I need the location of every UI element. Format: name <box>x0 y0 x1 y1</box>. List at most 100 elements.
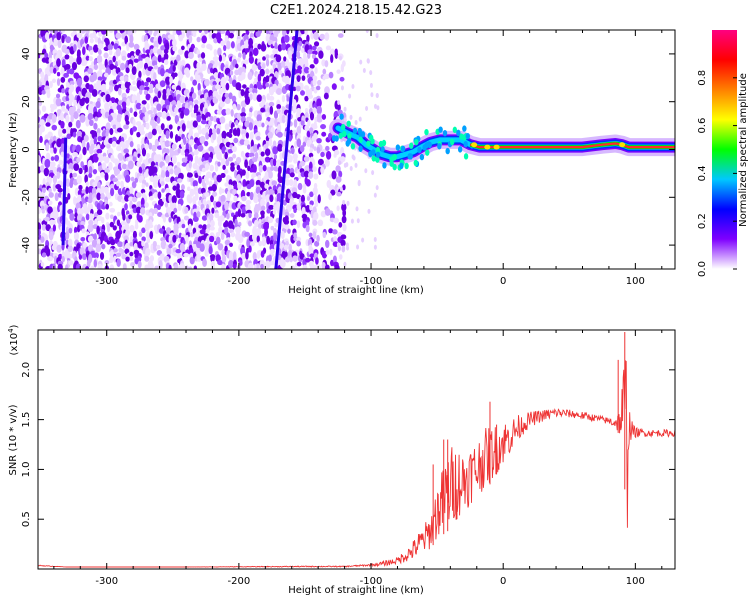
noise-cell <box>53 67 57 74</box>
noise-cell <box>251 157 258 163</box>
noise-cell <box>354 162 358 168</box>
noise-cell <box>265 68 270 75</box>
noise-cell <box>160 181 165 186</box>
noise-cell <box>112 124 117 130</box>
noise-cell <box>296 240 301 247</box>
noise-cell <box>316 105 322 115</box>
noise-cell <box>336 69 341 74</box>
noise-cell <box>148 223 154 229</box>
noise-cell <box>140 53 147 59</box>
noise-cell <box>67 253 74 259</box>
noise-cell <box>216 128 221 135</box>
noise-cell <box>102 152 107 158</box>
noise-cell <box>160 45 166 51</box>
noise-cell <box>129 224 135 233</box>
noise-cell <box>153 179 159 189</box>
noise-cell <box>162 92 167 102</box>
noise-cell <box>97 135 103 142</box>
noise-cell <box>115 48 121 57</box>
noise-cell <box>144 114 149 123</box>
noise-cell <box>296 138 302 148</box>
noise-cell <box>57 263 63 269</box>
noise-cell <box>220 188 226 194</box>
noise-cell <box>174 114 179 124</box>
noise-cell <box>349 114 353 120</box>
noise-cell <box>116 258 121 267</box>
noise-cell <box>93 83 97 91</box>
noise-cell <box>140 124 145 133</box>
noise-cell <box>208 235 215 243</box>
noise-cell <box>81 253 87 261</box>
noise-cell <box>76 108 81 114</box>
noise-cell <box>321 262 326 269</box>
noise-cell <box>181 162 188 167</box>
noise-cell <box>317 79 322 86</box>
noise-cell <box>83 134 89 142</box>
noise-cell <box>221 95 226 102</box>
noise-cell <box>265 120 269 125</box>
noise-cell <box>212 191 218 197</box>
carrier-peak <box>471 142 478 148</box>
noise-cell <box>229 30 235 34</box>
noise-cell <box>79 114 86 123</box>
noise-cell <box>81 61 87 67</box>
noise-cell <box>224 201 229 211</box>
noise-cell <box>307 119 311 127</box>
trace-speckle <box>375 146 381 154</box>
noise-cell <box>311 45 317 51</box>
noise-cell <box>93 233 97 241</box>
noise-cell <box>57 204 61 213</box>
noise-cell <box>309 147 314 153</box>
trace-speckle <box>371 149 376 156</box>
noise-cell <box>218 88 223 95</box>
noise-cell <box>137 215 143 223</box>
noise-cell <box>184 206 189 214</box>
noise-cell <box>213 72 219 79</box>
noise-cell <box>197 159 203 166</box>
noise-cell <box>312 186 318 196</box>
noise-cell <box>190 76 194 82</box>
noise-cell <box>76 157 81 163</box>
trace-speckle <box>465 132 470 140</box>
trace-speckle <box>414 138 419 146</box>
noise-cell <box>162 197 167 203</box>
noise-cell <box>139 155 143 163</box>
noise-cell <box>289 213 295 219</box>
noise-cell <box>236 104 241 111</box>
noise-cell <box>204 163 210 171</box>
noise-cell <box>156 111 163 118</box>
noise-cell <box>191 92 197 100</box>
noise-cell <box>93 259 98 268</box>
noise-cell <box>210 195 214 203</box>
noise-cell <box>136 143 141 149</box>
noise-cell <box>188 160 192 169</box>
noise-cell <box>339 55 343 61</box>
noise-cell <box>160 240 167 250</box>
noise-cell <box>177 147 181 154</box>
noise-cell <box>247 165 251 172</box>
noise-cell <box>236 56 241 63</box>
trace-speckle <box>450 138 455 146</box>
noise-cell <box>105 122 111 131</box>
noise-cell <box>101 87 107 94</box>
noise-cell <box>266 235 271 245</box>
x-tick-label: -300 <box>95 576 118 587</box>
noise-cell <box>248 30 255 33</box>
noise-cell <box>218 156 223 161</box>
noise-cell <box>240 150 245 158</box>
noise-cell <box>56 71 61 77</box>
noise-cell <box>108 161 113 171</box>
noise-cell <box>210 255 215 263</box>
noise-cell <box>340 234 347 240</box>
noise-cell <box>307 94 314 99</box>
noise-cell <box>257 73 262 83</box>
noise-cell <box>161 110 167 119</box>
x-tick-label: 0 <box>500 576 506 587</box>
noise-cell <box>104 156 110 164</box>
noise-cell <box>84 97 90 104</box>
noise-cell <box>135 49 141 56</box>
noise-cell <box>84 36 89 44</box>
noise-cell <box>84 174 88 184</box>
noise-cell <box>248 122 253 131</box>
noise-cell <box>159 80 166 88</box>
